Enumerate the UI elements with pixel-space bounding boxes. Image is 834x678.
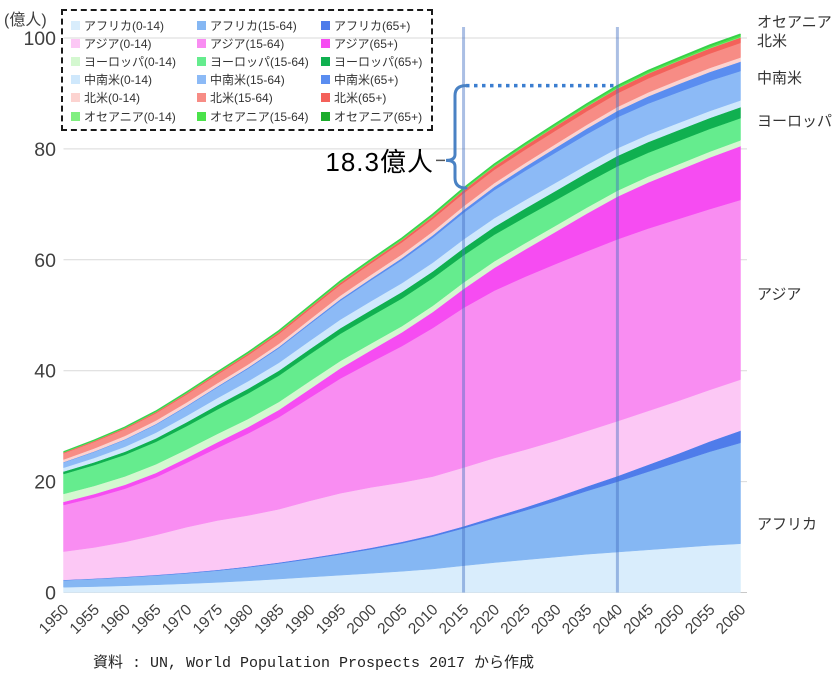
legend-item-14: 北米(65+) — [321, 89, 425, 106]
legend-item-16: オセアニア(15-64) — [197, 108, 321, 125]
legend-label: 北米(0-14) — [84, 91, 141, 106]
x-tick-label-2045: 2045 — [621, 601, 657, 637]
legend-item-4: アジア(15-64) — [197, 35, 321, 52]
x-tick-label-2015: 2015 — [436, 601, 472, 637]
x-tick-label-1990: 1990 — [282, 601, 319, 638]
legend-label: アフリカ(15-64) — [210, 18, 297, 33]
legend-item-10: 中南米(15-64) — [197, 71, 321, 88]
legend-label: ヨーロッパ(0-14) — [84, 54, 177, 69]
region-label-north-america: 北米 — [757, 33, 788, 50]
x-tick-label-2060: 2060 — [713, 601, 750, 638]
y-tick-label-20: 20 — [34, 472, 56, 494]
x-tick-label-1985: 1985 — [251, 601, 287, 637]
legend-swatch-icon — [197, 93, 206, 103]
x-tick-label-1965: 1965 — [128, 601, 164, 637]
source-caption: 資料 : UN, World Population Prospects 2017… — [93, 655, 535, 672]
legend-swatch-icon — [71, 56, 80, 66]
y-tick-label-40: 40 — [34, 361, 56, 383]
legend-swatch-icon — [71, 93, 80, 103]
legend-label: アフリカ(65+) — [334, 18, 411, 33]
legend-box: アフリカ(0-14) アフリカ(15-64) アフリカ(65+) アジア(0-14) ア… — [61, 9, 433, 132]
legend-item-3: アジア(0-14) — [71, 35, 197, 52]
legend-item-0: アフリカ(0-14) — [71, 17, 197, 34]
legend-swatch-icon — [321, 56, 330, 66]
x-tick-label-2040: 2040 — [590, 601, 627, 638]
legend-item-12: 北米(0-14) — [71, 89, 197, 106]
y-axis-unit-label: (億人) — [4, 12, 47, 29]
growth-bracket — [445, 84, 468, 190]
x-tick-label-1970: 1970 — [159, 601, 196, 638]
legend-label: オセアニア(15-64) — [210, 109, 309, 124]
legend-item-6: ヨーロッパ(0-14) — [71, 53, 197, 70]
x-tick-label-2055: 2055 — [682, 601, 718, 637]
legend-swatch-icon — [197, 56, 206, 66]
legend-swatch-icon — [321, 20, 330, 30]
legend-label: 中南米(65+) — [334, 73, 399, 88]
legend-swatch-icon — [71, 75, 80, 85]
legend-swatch-icon — [197, 111, 206, 121]
region-label-europe: ヨーロッパ — [757, 113, 833, 130]
legend-grid: アフリカ(0-14) アフリカ(15-64) アフリカ(65+) アジア(0-14) ア… — [71, 16, 425, 125]
legend-swatch-icon — [197, 20, 206, 30]
legend-item-9: 中南米(0-14) — [71, 71, 197, 88]
x-tick-label-2000: 2000 — [344, 601, 381, 638]
legend-swatch-icon — [321, 111, 330, 121]
legend-item-2: アフリカ(65+) — [321, 17, 425, 34]
region-label-africa: アフリカ — [757, 516, 818, 533]
legend-swatch-icon — [197, 38, 206, 48]
x-tick-label-2010: 2010 — [405, 601, 442, 638]
legend-label: ヨーロッパ(15-64) — [210, 54, 309, 69]
legend-item-11: 中南米(65+) — [321, 71, 425, 88]
region-label-asia: アジア — [757, 286, 802, 303]
legend-item-17: オセアニア(65+) — [321, 108, 425, 125]
x-tick-label-2050: 2050 — [651, 601, 688, 638]
legend-swatch-icon — [71, 111, 80, 121]
x-tick-label-1975: 1975 — [190, 601, 226, 637]
x-tick-label-2025: 2025 — [498, 601, 534, 637]
x-tick-label-1995: 1995 — [313, 601, 349, 637]
legend-label: アジア(0-14) — [84, 36, 152, 51]
x-tick-label-1980: 1980 — [221, 601, 258, 638]
legend-label: 北米(15-64) — [210, 91, 273, 106]
legend-label: オセアニア(65+) — [334, 109, 423, 124]
legend-swatch-icon — [321, 38, 330, 48]
legend-item-5: アジア(65+) — [321, 35, 425, 52]
x-tick-label-2030: 2030 — [528, 601, 565, 638]
legend-label: ヨーロッパ(65+) — [334, 54, 423, 69]
x-tick-label-2035: 2035 — [559, 601, 595, 637]
x-tick-label-1950: 1950 — [36, 601, 73, 638]
x-tick-label-2020: 2020 — [467, 601, 504, 638]
stack-top-edge — [63, 33, 741, 453]
x-tick-label-1960: 1960 — [97, 601, 134, 638]
y-tick-label-80: 80 — [34, 139, 56, 161]
legend-label: アジア(15-64) — [210, 36, 285, 51]
legend-label: 中南米(15-64) — [210, 73, 285, 88]
x-tick-label-2005: 2005 — [374, 601, 410, 637]
legend-swatch-icon — [71, 38, 80, 48]
growth-annotation-label: 18.3億人 — [325, 147, 434, 178]
legend-item-8: ヨーロッパ(65+) — [321, 53, 425, 70]
legend-label: オセアニア(0-14) — [84, 109, 176, 124]
legend-swatch-icon — [197, 75, 206, 85]
region-label-latin-america: 中南米 — [757, 70, 803, 87]
y-tick-label-100: 100 — [23, 28, 56, 50]
legend-item-15: オセアニア(0-14) — [71, 108, 197, 125]
legend-label: アフリカ(0-14) — [84, 18, 165, 33]
legend-swatch-icon — [71, 20, 80, 30]
legend-label: 北米(65+) — [334, 91, 387, 106]
legend-swatch-icon — [321, 75, 330, 85]
y-tick-label-60: 60 — [34, 250, 56, 272]
x-tick-label-1955: 1955 — [67, 601, 103, 637]
legend-label: アジア(65+) — [334, 36, 398, 51]
region-label-oceania: オセアニア — [757, 14, 832, 31]
y-tick-label-0: 0 — [45, 583, 56, 605]
legend-label: 中南米(0-14) — [84, 73, 153, 88]
legend-item-1: アフリカ(15-64) — [197, 17, 321, 34]
legend-item-7: ヨーロッパ(15-64) — [197, 53, 321, 70]
legend-swatch-icon — [321, 93, 330, 103]
legend-item-13: 北米(15-64) — [197, 89, 321, 106]
